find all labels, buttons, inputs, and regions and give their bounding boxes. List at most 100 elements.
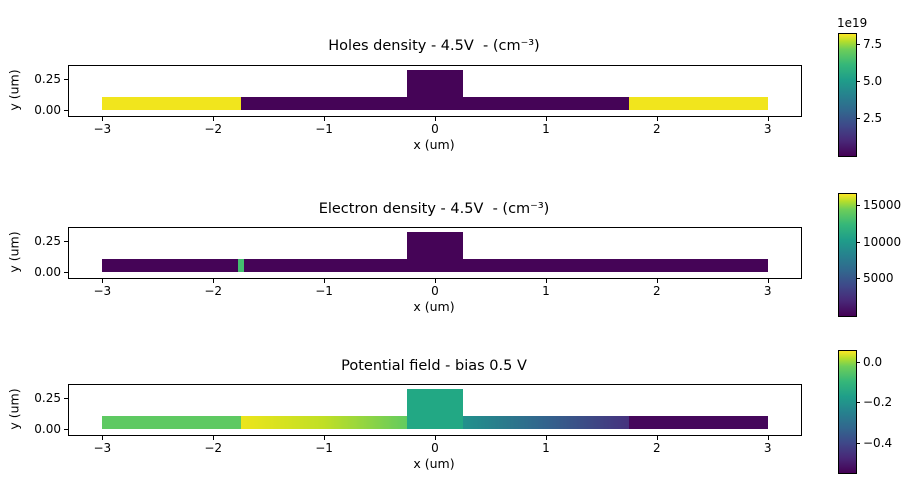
x-tick-label: −3: [93, 441, 112, 455]
x-tick-label: 1: [542, 284, 550, 298]
plot1-xlabel: x (um): [413, 137, 455, 152]
colorbar-tick-mark: [856, 81, 860, 82]
colorbar-tick-label: 5000: [863, 271, 894, 286]
colorbar-tick-mark: [856, 205, 860, 206]
colorbar-tick-label: 7.5: [863, 36, 883, 51]
plot3-axes: −3 −2 −1 0 1 2 3 0.25 0.00: [34, 384, 802, 455]
x-tick-mark: [767, 279, 769, 283]
y-tick-label: 0.25: [34, 233, 61, 248]
x-tick-mark: [656, 117, 658, 121]
device-region: [629, 416, 768, 429]
x-tick-label: −1: [315, 441, 333, 455]
y-tick-mark: [63, 271, 68, 273]
colorbar-tick-mark: [856, 118, 860, 120]
device-region: [407, 388, 463, 429]
colorbar-tick-mark: [856, 241, 860, 243]
x-tick-mark: [324, 436, 326, 440]
y-tick-mark: [63, 78, 68, 80]
x-tick-mark: [545, 279, 547, 283]
colorbar-tick-label: 2.5: [863, 111, 883, 126]
x-tick-label: 0: [431, 284, 439, 298]
x-tick-label: 3: [763, 441, 772, 455]
device-region: [240, 416, 408, 429]
colorbar-tick-label: 15000: [863, 198, 902, 212]
colorbar-electron-density: 15000 10000 5000: [838, 193, 901, 317]
x-tick-label: 2: [652, 441, 661, 455]
plot3-title: Potential field - bias 0.5 V: [341, 358, 527, 374]
x-tick-label: 3: [763, 284, 772, 298]
x-tick-mark: [102, 117, 104, 121]
y-tick-mark: [63, 109, 68, 111]
plot3-ylabel: y (um): [6, 388, 22, 430]
y-tick-label: 0.00: [34, 421, 61, 436]
x-tick-mark: [767, 117, 769, 121]
x-tick-label: −2: [204, 441, 223, 455]
colorbar-gradient: [839, 34, 856, 156]
colorbar-potential: 0.0 −0.2 −0.4: [838, 350, 892, 474]
colorbar-gradient: [839, 351, 856, 473]
y-tick-mark: [63, 240, 68, 242]
colorbar-gradient: [839, 194, 856, 316]
colorbar-scale-label: 1e19: [837, 16, 868, 30]
plot2-title: Electron density - 4.5V - (cm⁻³): [318, 201, 550, 217]
x-tick-mark: [545, 436, 547, 440]
x-tick-mark: [767, 436, 769, 440]
x-tick-label: −3: [93, 122, 112, 136]
device-region: [407, 69, 463, 110]
colorbar-tick-label: 5.0: [863, 74, 883, 88]
x-tick-label: −3: [93, 284, 112, 298]
colorbar-tick-mark: [856, 402, 860, 404]
x-tick-mark: [213, 436, 215, 440]
x-tick-mark: [656, 436, 658, 440]
colorbar-tick-label: −0.4: [863, 435, 893, 450]
y-tick-label: 0.00: [34, 264, 61, 279]
x-tick-mark: [213, 117, 215, 121]
colorbar-tick-label: 0.0: [863, 355, 883, 369]
device-region: [102, 97, 241, 110]
y-tick-label: 0.25: [34, 390, 61, 405]
device-region: [629, 97, 768, 110]
x-tick-mark: [435, 436, 436, 440]
x-tick-label: −1: [315, 284, 333, 298]
plot2-axes: −3 −2 −1 0 1 2 3 0.25 0.00: [34, 227, 802, 298]
x-tick-mark: [102, 436, 104, 440]
x-tick-label: −2: [204, 284, 223, 298]
y-tick-mark: [63, 397, 68, 399]
device-region: [102, 416, 241, 429]
colorbar-tick-mark: [856, 278, 860, 280]
x-tick-label: −2: [204, 122, 223, 136]
colorbar-tick-label: 10000: [863, 234, 902, 249]
plot3-xlabel: x (um): [413, 456, 455, 471]
colorbar-tick-mark: [856, 442, 860, 444]
x-tick-label: 2: [652, 284, 661, 298]
x-tick-mark: [656, 279, 658, 283]
plot1-axes: −3 −2 −1 0 1 2 3 0.25 0.00: [34, 65, 802, 136]
x-tick-label: −1: [315, 122, 333, 136]
colorbar-tick-mark: [856, 362, 860, 363]
y-tick-label: 0.00: [34, 102, 61, 117]
x-tick-label: 3: [763, 122, 772, 136]
x-tick-label: 2: [652, 122, 661, 136]
x-tick-mark: [545, 117, 547, 121]
device-region: [237, 259, 245, 272]
y-tick-mark: [63, 428, 68, 430]
plot1-title: Holes density - 4.5V - (cm⁻³): [328, 38, 540, 54]
x-tick-mark: [435, 117, 436, 121]
x-tick-mark: [324, 117, 326, 121]
x-tick-mark: [324, 279, 326, 283]
x-tick-label: 1: [542, 122, 550, 136]
y-tick-label: 0.25: [34, 71, 61, 86]
x-tick-mark: [435, 279, 436, 283]
device-region: [407, 231, 463, 272]
colorbar-tick-mark: [856, 43, 860, 45]
x-tick-label: 0: [431, 441, 439, 455]
plot2-xlabel: x (um): [413, 299, 455, 314]
plot2-ylabel: y (um): [6, 231, 22, 273]
x-tick-label: 1: [542, 441, 550, 455]
plot1-ylabel: y (um): [6, 69, 22, 111]
x-tick-mark: [102, 279, 104, 283]
x-tick-label: 0: [431, 122, 439, 136]
colorbar-tick-label: −0.2: [863, 395, 893, 410]
x-tick-mark: [213, 279, 215, 283]
